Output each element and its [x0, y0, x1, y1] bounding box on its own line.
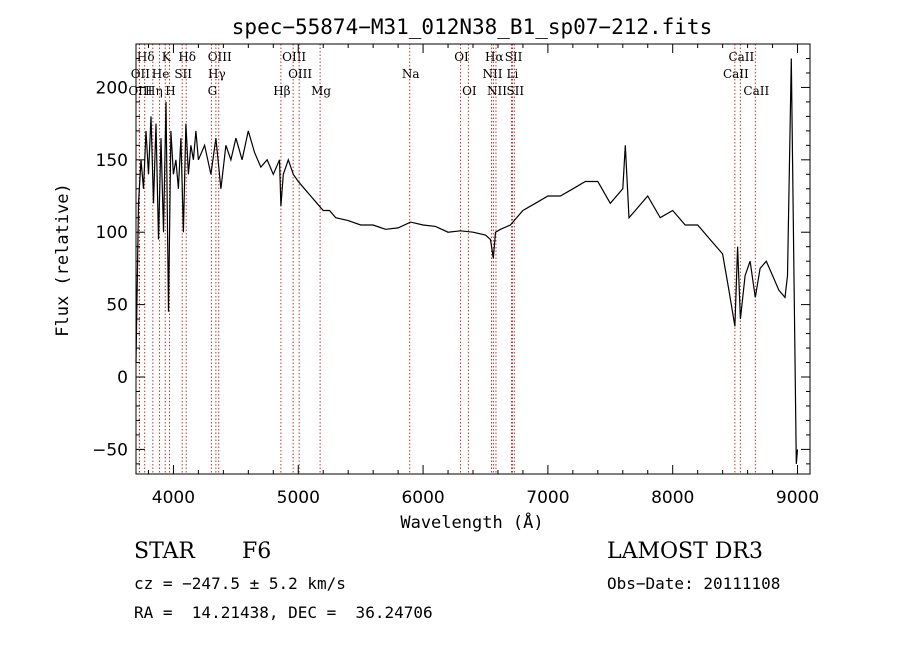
marker-label-CaII: CaII [743, 84, 769, 98]
x-axis-label: Wavelength (Å) [400, 511, 543, 533]
marker-label-SII: SII [505, 50, 523, 64]
marker-label-OIII: OIII [288, 67, 312, 81]
y-tick-label: 0 [117, 368, 128, 388]
y-axis-label: Flux (relative) [53, 183, 73, 337]
y-tick-label: 150 [96, 151, 128, 171]
y-axis: −50 0 50 100 150 200 [92, 57, 810, 465]
x-tick-label: 5000 [277, 488, 320, 508]
x-tick-label: 6000 [401, 488, 444, 508]
marker-label-OI: OI [454, 50, 469, 64]
marker-label-Hα: Hα [485, 50, 504, 64]
marker-label-CaII: CaII [728, 50, 754, 64]
axes-frame [135, 43, 811, 475]
marker-label-Li: Li [507, 67, 519, 81]
chart-title: spec−55874−M31_012N38_B1_sp07−212.fits [232, 15, 712, 39]
spectrum-line [135, 58, 799, 464]
y-tick-label: 50 [106, 296, 128, 316]
marker-label-Hγ: Hγ [208, 67, 226, 81]
marker-label-Hη: Hη [145, 84, 163, 98]
spectral-subclass: F6 [242, 539, 272, 564]
spectrum-plot: spec−55874−M31_012N38_B1_sp07−212.fits H… [53, 15, 819, 533]
obs-date: Obs−Date: 20111108 [607, 574, 781, 593]
marker-label-CaII: CaII [723, 67, 749, 81]
marker-label-NII: NII [487, 84, 507, 98]
marker-label-G: G [208, 84, 218, 98]
marker-label-OIII: OIII [208, 50, 232, 64]
marker-label-SII: SII [506, 84, 524, 98]
x-tick-label: 9000 [776, 488, 819, 508]
marker-label-He: He [152, 67, 170, 81]
marker-label-Mg: Mg [311, 84, 331, 98]
marker-label-Hδ: Hδ [137, 50, 155, 64]
marker-label-SII: SII [174, 67, 192, 81]
marker-label-OIII: OIII [282, 50, 306, 64]
x-tick-label: 8000 [651, 488, 694, 508]
y-tick-label: 200 [96, 78, 128, 98]
y-tick-label: 100 [96, 223, 128, 243]
marker-label-K: K [162, 50, 172, 64]
survey-name: LAMOST DR3 [607, 539, 763, 564]
coordinates: RA = 14.21438, DEC = 36.24706 [134, 603, 433, 622]
x-tick-label: 7000 [526, 488, 569, 508]
marker-label-OI: OI [462, 84, 477, 98]
marker-label-Na: Na [402, 67, 420, 81]
y-tick-label: −50 [92, 440, 128, 460]
redshift-info: cz = −247.5 ± 5.2 km/s [134, 574, 346, 593]
object-class: STAR [134, 539, 195, 564]
marker-label-OIII: OIII [128, 84, 152, 98]
marker-label-NII: NII [482, 67, 502, 81]
marker-label-Hδ: Hδ [178, 50, 196, 64]
marker-label-OII: OII [131, 67, 151, 81]
marker-label-H: H [165, 84, 175, 98]
marker-label-Hβ: Hβ [273, 84, 290, 98]
x-tick-label: 4000 [152, 488, 195, 508]
x-axis: 4000 5000 6000 7000 8000 9000 [147, 44, 819, 508]
